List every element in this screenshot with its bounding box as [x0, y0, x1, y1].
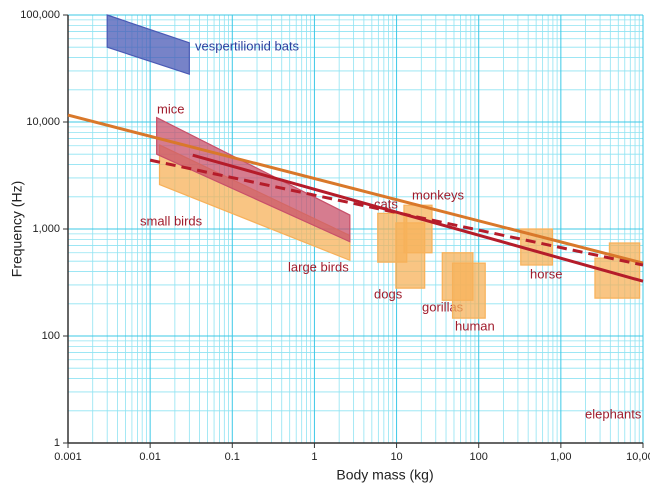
region-label: dogs	[374, 286, 403, 301]
trend-line	[192, 153, 644, 283]
x-tick-label: 0.1	[225, 451, 240, 463]
x-tick-label: 1	[311, 451, 317, 463]
x-tick-label: 10,000	[626, 451, 650, 463]
y-tick-label: 100	[42, 330, 60, 342]
region	[403, 204, 433, 254]
region-label: horse	[530, 266, 563, 281]
annotation: large birds	[288, 259, 349, 274]
trend-line	[149, 158, 644, 267]
x-tick-label: 100	[470, 451, 488, 463]
region-label: vespertilionid bats	[195, 38, 300, 53]
region-label: monkeys	[412, 187, 465, 202]
trend-line	[67, 113, 644, 265]
y-axis-label: Frequency (Hz)	[9, 181, 25, 277]
region-label: human	[455, 318, 495, 333]
y-tick-label: 100,000	[20, 9, 60, 21]
y-tick-label: 1	[54, 437, 60, 449]
region	[106, 14, 190, 75]
x-axis-label: Body mass (kg)	[336, 467, 433, 483]
region	[451, 262, 486, 319]
region-label: small birds	[140, 213, 203, 228]
x-tick-label: 0.001	[54, 451, 82, 463]
y-tick-label: 1,000	[32, 223, 60, 235]
region-label: mice	[157, 101, 184, 116]
x-tick-label: 1,00	[550, 451, 571, 463]
y-tick-label: 10,000	[26, 116, 60, 128]
x-tick-label: 10	[390, 451, 402, 463]
region-label: elephants	[585, 406, 642, 421]
x-tick-label: 0.01	[139, 451, 160, 463]
